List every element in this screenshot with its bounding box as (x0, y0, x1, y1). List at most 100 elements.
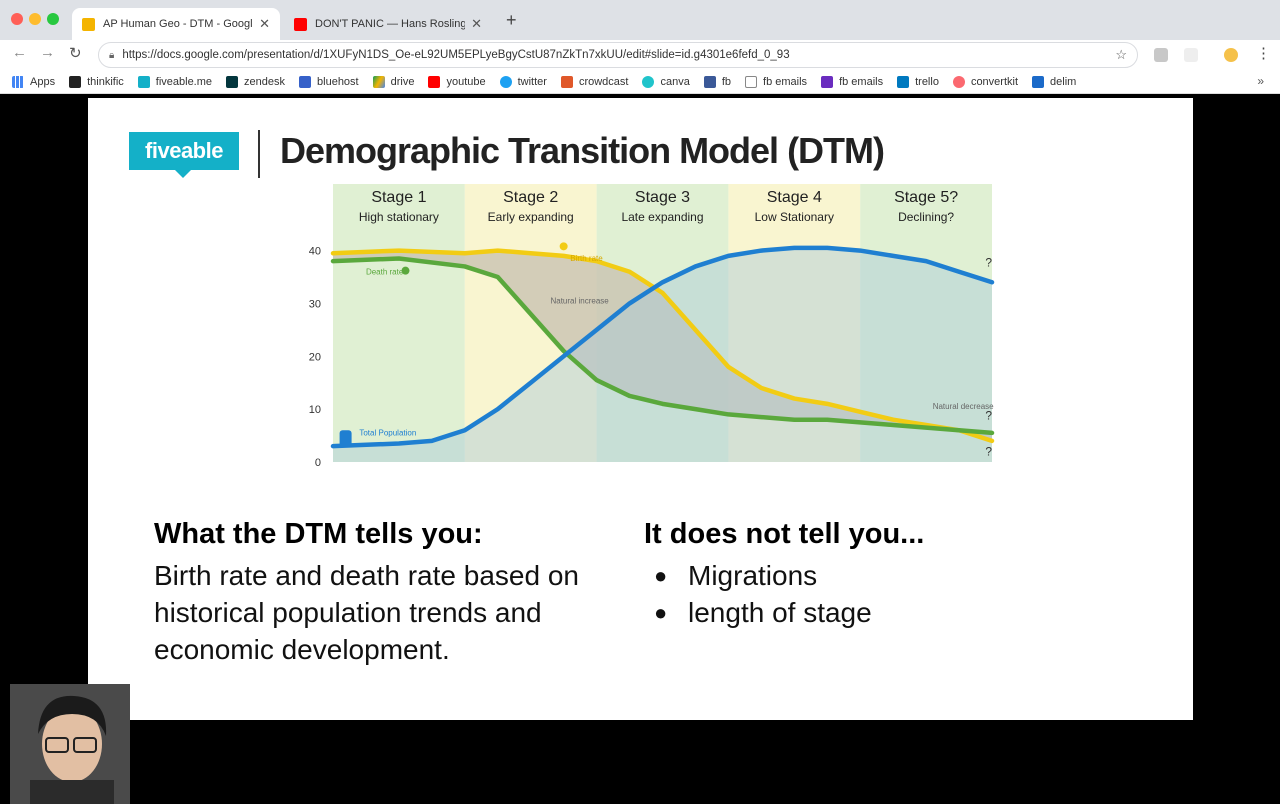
facebook-icon (703, 75, 716, 88)
bookmark-zendesk[interactable]: zendesk (226, 75, 285, 88)
stage-name: Stage 5? (894, 189, 958, 206)
convertkit-icon (952, 75, 965, 88)
y-tick-label: 30 (309, 298, 321, 310)
fiveable-logo: fiveable (129, 132, 239, 170)
bookmark-drive[interactable]: drive (372, 75, 414, 88)
stage-band (333, 184, 465, 462)
question-mark-label: ? (985, 445, 992, 459)
bookmark-fiveable[interactable]: fiveable.me (137, 75, 212, 88)
y-tick-label: 40 (309, 246, 321, 258)
left-heading: What the DTM tells you: (154, 518, 483, 550)
tab-ap-human-geo[interactable]: AP Human Geo - DTM - Googl ✕ (72, 8, 280, 40)
canva-icon (642, 75, 655, 88)
bookmark-thinkific[interactable]: thinkific (69, 75, 124, 88)
bookmark-twitter[interactable]: twitter (499, 75, 547, 88)
window-close-button[interactable] (11, 13, 23, 25)
slide: fiveable Demographic Transition Model (D… (88, 98, 1193, 720)
baby-icon (559, 242, 568, 251)
delim-icon (1032, 75, 1045, 88)
close-icon[interactable]: ✕ (259, 16, 270, 31)
menu-kebab-icon[interactable]: ⋮ (1256, 45, 1271, 62)
stage-subtitle: Early expanding (488, 210, 574, 224)
bookmark-convertkit[interactable]: convertkit (952, 75, 1018, 88)
url-text: https://docs.google.com/presentation/d/1… (122, 49, 790, 61)
window-minimize-button[interactable] (29, 13, 41, 25)
right-heading: It does not tell you... (644, 518, 925, 550)
lock-icon: 🔒︎ (109, 49, 115, 61)
window-zoom-button[interactable] (47, 13, 59, 25)
natural-increase-area (333, 250, 992, 441)
stage-name: Stage 4 (767, 189, 822, 206)
population-area (333, 247, 992, 462)
extension-icon[interactable] (1184, 48, 1198, 62)
annotation-label: Birth rate (570, 254, 603, 263)
chevron-double-right-icon[interactable]: » (1257, 74, 1264, 88)
slide-title: Demographic Transition Model (DTM) (280, 130, 885, 171)
series-line (330, 248, 995, 444)
title-divider (258, 130, 260, 178)
stage-subtitle: Low Stationary (755, 210, 834, 224)
logo-tail (175, 170, 191, 178)
annotation-label: Natural decrease (933, 402, 994, 411)
slides-icon (82, 17, 95, 31)
fiveable-icon (137, 75, 150, 88)
stage-subtitle: Late expanding (621, 210, 703, 224)
bookmark-youtube[interactable]: youtube (428, 75, 486, 88)
drive-icon (372, 75, 385, 88)
stage-name: Stage 3 (635, 189, 690, 206)
list-item: ● length of stage (644, 594, 1064, 631)
list-item: ● Migrations (644, 557, 1064, 594)
profile-avatar-icon[interactable] (1224, 48, 1238, 62)
question-mark-label: ? (985, 255, 992, 269)
thinkific-icon (69, 75, 82, 88)
bullet-icon: ● (654, 563, 668, 588)
webcam-overlay (10, 684, 130, 804)
twitter-icon (499, 75, 512, 88)
bookmark-crowdcast[interactable]: crowdcast (560, 75, 628, 88)
bookmark-star-icon[interactable]: ☆ (1115, 47, 1127, 62)
new-tab-button[interactable]: + (506, 10, 517, 30)
close-icon[interactable]: ✕ (471, 16, 482, 31)
back-icon[interactable]: ← (12, 44, 27, 61)
zendesk-icon (226, 75, 239, 88)
dtm-chart: Stage 1 High stationary Stage 2 Early expan… (309, 184, 995, 469)
skull-icon (401, 266, 410, 275)
browser-toolbar: ← → ↻ 🔒︎ https://docs.google.com/present… (0, 40, 1280, 70)
tab-title: AP Human Geo - DTM - Googl (103, 18, 253, 30)
stage-subtitle: High stationary (359, 210, 439, 224)
stage-subtitle: Declining? (898, 210, 954, 224)
youtube-icon (294, 17, 307, 31)
trello-icon (897, 75, 910, 88)
bluehost-icon (299, 75, 312, 88)
stage-name: Stage 2 (503, 189, 558, 206)
bookmark-apps[interactable]: Apps (12, 75, 55, 88)
reload-icon[interactable]: ↻ (69, 45, 82, 62)
series-line (330, 256, 995, 436)
bookmark-canva[interactable]: canva (642, 75, 690, 88)
crowdcast-icon (560, 75, 573, 88)
annotation-label: Total Population (359, 429, 416, 438)
annotation-label: Natural increase (550, 296, 609, 305)
forward-icon[interactable]: → (40, 44, 55, 61)
presenter-figure (10, 684, 130, 804)
bookmark-trello[interactable]: trello (897, 75, 939, 88)
y-tick-label: 10 (309, 404, 321, 416)
bookmark-fb[interactable]: fb (703, 75, 731, 88)
bullet-list: ● Migrations ● length of stage (644, 557, 1064, 631)
stage-name: Stage 1 (371, 189, 426, 206)
bookmark-bluehost[interactable]: bluehost (299, 75, 359, 88)
bookmark-fb-emails-2[interactable]: fb emails (821, 75, 883, 88)
bullet-icon: ● (654, 600, 668, 625)
youtube-icon (428, 75, 441, 88)
person-icon (339, 430, 352, 447)
annotation-label: Death rate (366, 267, 404, 276)
address-bar[interactable]: 🔒︎ https://docs.google.com/presentation/… (98, 42, 1138, 68)
right-column: It does not tell you... ● Migrations ● len… (644, 518, 1064, 631)
bookmark-delim[interactable]: delim (1032, 75, 1076, 88)
bookmark-fb-emails[interactable]: fb emails (745, 75, 807, 88)
y-tick-label: 20 (309, 351, 321, 363)
document-icon (745, 75, 758, 88)
apps-grid-icon (12, 75, 24, 88)
tab-dont-panic[interactable]: DON'T PANIC — Hans Rosling ✕ (284, 8, 492, 40)
extension-icon[interactable] (1154, 48, 1168, 62)
